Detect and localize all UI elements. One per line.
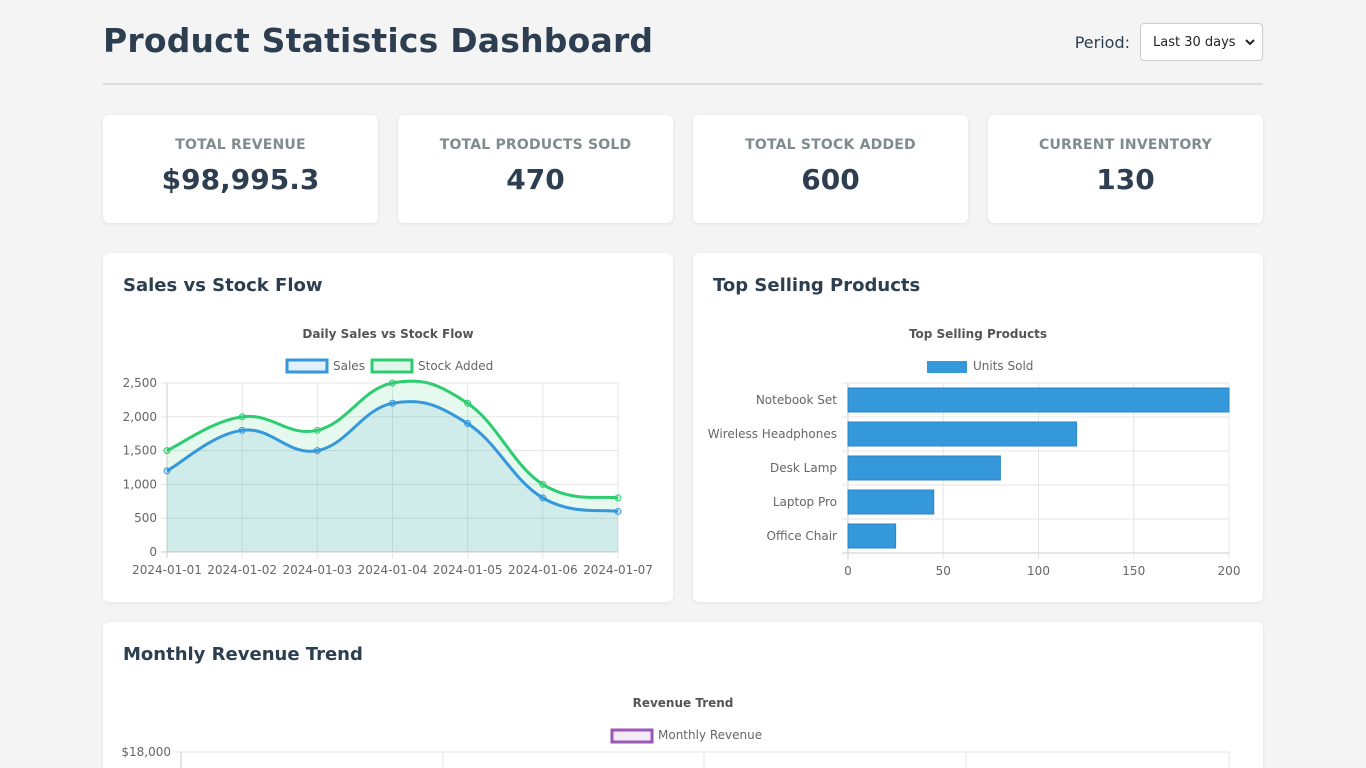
stat-card-stock-added: TOTAL STOCK ADDED 600 [693,115,968,223]
chart-title: Top Selling Products [909,327,1047,341]
x-tick-label: 2024-01-03 [282,563,352,577]
stat-card-revenue: TOTAL REVENUE $98,995.3 [103,115,378,223]
x-tick-label: 150 [1122,564,1145,578]
panel-title: Monthly Revenue Trend [123,644,363,665]
y-tick-label: 1,500 [123,444,157,458]
flow-panel: Sales vs Stock Flow Daily Sales vs Stock… [103,253,673,602]
stat-label: CURRENT INVENTORY [1039,137,1212,153]
dashboard: Product Statistics Dashboard Period: Las… [103,0,1263,85]
legend-label: Monthly Revenue [658,728,762,742]
x-tick-label: 100 [1027,564,1050,578]
period-label: Period: [1074,32,1130,52]
sales-area [167,401,618,552]
sales-point [313,447,321,455]
stat-value: $98,995.3 [161,163,320,196]
x-tick-label: 0 [844,564,852,578]
legend-swatch [285,358,329,374]
stock-point [163,447,171,455]
y-tick-label: $18,000 [121,745,171,759]
stock-point [313,426,321,434]
bar [847,489,935,515]
sales-point [163,467,171,475]
sales-point [539,494,547,502]
stat-card-inventory: CURRENT INVENTORY 130 [988,115,1263,223]
x-tick-label: 2024-01-02 [207,563,277,577]
stat-label: TOTAL REVENUE [175,137,306,153]
legend-label: Sales [333,359,365,373]
stat-value: 470 [506,163,565,196]
y-tick-label: 2,500 [123,376,157,390]
bar [847,455,1001,481]
page-title: Product Statistics Dashboard [103,21,654,60]
stock-point [238,413,246,421]
page-header: Product Statistics Dashboard Period: Las… [103,0,1263,85]
y-tick-label: Wireless Headphones [708,427,837,441]
sales-point [614,507,622,515]
panel-title: Top Selling Products [713,275,921,296]
period-select[interactable]: Last 30 days [1140,23,1263,61]
stat-value: 130 [1096,163,1155,196]
stock-point [614,494,622,502]
legend-swatch [927,361,967,373]
stock-point [389,379,396,387]
bar [847,421,1078,447]
stats-row: TOTAL REVENUE $98,995.3 TOTAL PRODUCTS S… [103,115,1263,223]
bar [847,387,1230,413]
stat-value: 600 [801,163,860,196]
period-filter: Period: Last 30 days [1075,23,1263,61]
flow-chart: Daily Sales vs Stock Flow Sales Stock Adde… [123,327,653,577]
chart-title: Revenue Trend [633,696,734,710]
stat-label: TOTAL STOCK ADDED [745,137,916,153]
bar [847,523,897,549]
y-tick-label: 2,000 [123,410,157,424]
legend-label: Stock Added [418,359,493,373]
stock-area [167,381,618,552]
revenue-trend-chart: Revenue Trend Monthly Revenue $18,000 [121,696,1230,768]
x-tick-label: 50 [936,564,951,578]
stat-label: TOTAL PRODUCTS SOLD [439,137,632,153]
x-tick-label: 2024-01-07 [583,563,653,577]
sales-point [238,426,246,434]
sales-line [166,399,619,513]
stock-point [539,480,547,488]
legend-swatch [370,358,414,374]
legend-swatch [610,728,654,744]
x-tick-label: 2024-01-05 [433,563,503,577]
sales-point [464,420,472,428]
y-tick-label: Office Chair [767,529,838,543]
y-tick-label: Laptop Pro [773,495,837,509]
stock-line [166,379,619,500]
y-tick-label: 500 [134,511,157,525]
x-tick-label: 200 [1218,564,1241,578]
stat-card-products-sold: TOTAL PRODUCTS SOLD 470 [398,115,673,223]
sales-point [389,399,396,407]
legend-label: Units Sold [973,359,1033,373]
stock-point [464,399,472,407]
top-products-panel: Top Selling Products Top Selling Product… [693,253,1263,602]
revenue-trend-panel: Monthly Revenue Trend Revenue Trend Month… [103,622,1263,768]
x-tick-label: 2024-01-04 [358,563,428,577]
period-select-value: Last 30 days [1153,34,1236,50]
chart-title: Daily Sales vs Stock Flow [302,327,473,341]
x-tick-label: 2024-01-06 [508,563,578,577]
y-tick-label: Notebook Set [756,393,837,407]
panel-title: Sales vs Stock Flow [123,275,323,296]
y-tick-label: 1,000 [123,477,157,491]
y-tick-label: 0 [149,545,157,559]
x-tick-label: 2024-01-01 [132,563,202,577]
chevron-down-icon [1245,39,1255,46]
top-products-chart: Top Selling Products Units Sold 0 50 100 150 2… [708,327,1241,578]
y-tick-label: Desk Lamp [770,461,837,475]
